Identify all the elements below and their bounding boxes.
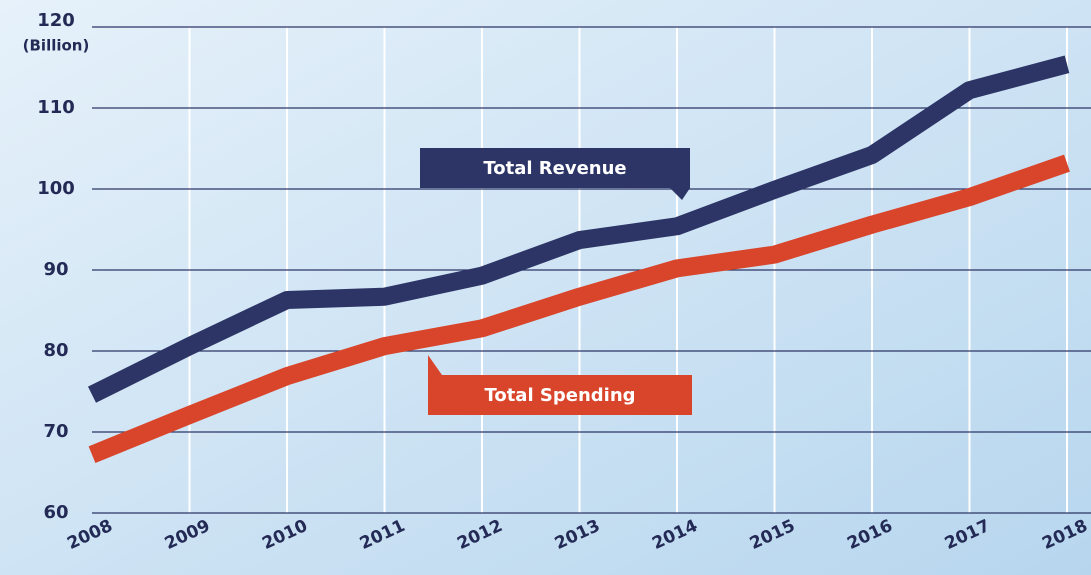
y-axis-label: (Billion) bbox=[23, 37, 90, 55]
y-tick-label: 60 bbox=[43, 502, 68, 523]
y-tick-label: 110 bbox=[37, 97, 75, 118]
line bbox=[88, 154, 1070, 464]
y-tick-label: 100 bbox=[37, 178, 75, 199]
legend-tail bbox=[670, 188, 690, 200]
y-tick-label: 90 bbox=[43, 259, 68, 280]
legend-tail bbox=[428, 355, 442, 375]
y-tick-label: 120 bbox=[37, 10, 75, 31]
legend-label: Total Revenue bbox=[483, 158, 626, 179]
legend-label: Total Spending bbox=[484, 385, 635, 406]
line bbox=[87, 55, 1070, 403]
y-tick-label: 80 bbox=[43, 340, 68, 361]
legend-box bbox=[428, 375, 692, 415]
y-tick-label: 70 bbox=[43, 421, 68, 442]
legend-box bbox=[420, 148, 690, 188]
